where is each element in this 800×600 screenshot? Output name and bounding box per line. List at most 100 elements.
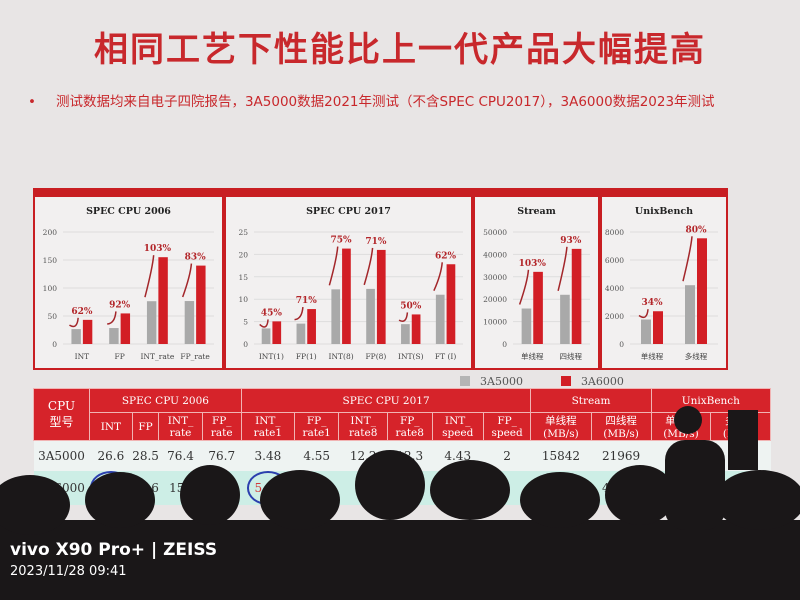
table-cell: 21969 (601, 448, 641, 463)
growth-percent-label: 92% (109, 300, 131, 310)
legend-item-3a6000: 3A6000 (560, 375, 624, 388)
chart-title: SPEC CPU 2006 (86, 206, 171, 217)
x-tick-label: INT_rate (140, 352, 174, 361)
y-tick-label: 25 (238, 228, 248, 237)
column-header: INT (89, 412, 133, 441)
bar-3a5000 (331, 289, 341, 344)
chart-spec2017: SPEC CPU 2017 0 5 10 15 20 25 45% INT(1) 71% FP(1)… (224, 195, 473, 370)
growth-percent-label: 75% (331, 236, 353, 246)
bar-3a5000 (261, 328, 271, 344)
bar-3a6000 (376, 249, 386, 344)
bar-3a5000 (71, 329, 81, 344)
growth-arrow (682, 236, 693, 282)
growth-arrow (518, 269, 530, 305)
y-tick-label: 2000 (605, 312, 624, 321)
growth-arrow (638, 309, 649, 319)
x-tick-label: INT(S) (398, 352, 424, 361)
table-cell: 15842 (541, 448, 580, 463)
y-tick-label: 0 (502, 340, 507, 349)
row-label: 3A5000 (38, 448, 85, 463)
table-cell: 3.48 (254, 448, 282, 463)
table-cell: 26.6 (97, 448, 125, 463)
table-cell: 76.4 (167, 448, 194, 463)
column-header: 单线程 (MB/s) (530, 412, 592, 441)
growth-arrow (144, 255, 155, 298)
bar-3a6000 (307, 309, 316, 344)
bar-3a6000 (272, 321, 282, 344)
header-bar (33, 188, 728, 195)
chart-title: Stream (517, 206, 556, 217)
x-tick-label: FT (I) (435, 352, 456, 361)
bar-3a5000 (435, 294, 445, 344)
y-tick-label: 20 (238, 250, 248, 259)
bar-3a6000 (196, 265, 206, 344)
bar-3a6000 (571, 248, 582, 344)
bar-3a6000 (342, 248, 351, 344)
growth-percent-label: 62% (71, 307, 93, 317)
growth-percent-label: 71% (365, 237, 387, 247)
chart-title: UnixBench (635, 206, 693, 217)
table-cell: 28.5 (132, 448, 159, 463)
x-tick-label: INT (75, 352, 90, 361)
chart-spec2006: SPEC CPU 2006 0 50 100 150 200 62% INT 92% FP 103%… (33, 195, 224, 370)
bar-3a5000 (685, 285, 695, 344)
growth-percent-label: 80% (685, 225, 707, 235)
growth-arrow (557, 246, 568, 291)
y-tick-label: 30000 (483, 273, 507, 282)
column-header: FP_ rate8 (386, 412, 433, 441)
x-tick-label: 单线程 (521, 351, 544, 361)
slide-title: 相同工艺下性能比上一代产品大幅提高 (94, 30, 706, 70)
bar-3a6000 (120, 313, 131, 344)
growth-percent-label: 83% (185, 253, 207, 263)
table-cell: 2 (503, 448, 511, 463)
y-tick-label: 0 (243, 340, 248, 349)
bar-3a6000 (446, 264, 456, 344)
growth-arrow (181, 263, 193, 298)
bar-3a6000 (82, 319, 93, 344)
y-tick-label: 50 (47, 312, 57, 321)
x-tick-label: 四线程 (560, 351, 583, 361)
growth-arrow (107, 311, 117, 325)
y-tick-label: 10 (238, 295, 248, 304)
corner-header: CPU 型号 (33, 388, 90, 441)
growth-arrow (69, 317, 79, 328)
bar-3a6000 (411, 314, 421, 344)
bar-3a6000 (653, 311, 663, 344)
bar-3a5000 (521, 308, 532, 344)
bar-3a5000 (641, 319, 651, 344)
bullet: • (28, 94, 36, 110)
growth-arrow (294, 306, 304, 321)
column-header: FP_ rate1 (293, 412, 340, 441)
bar-3a5000 (109, 328, 119, 344)
growth-percent-label: 71% (296, 296, 318, 306)
y-tick-label: 5 (243, 318, 248, 327)
x-tick-label: FP(8) (365, 352, 386, 361)
chart-svg-stream: Stream 0 10000 20000 30000 40000 50000 103% 单线程 9… (483, 206, 590, 361)
growth-arrow (328, 246, 339, 286)
bar-3a5000 (366, 288, 375, 344)
y-tick-label: 50000 (483, 228, 507, 237)
growth-percent-label: 103% (144, 244, 172, 254)
x-tick-label: FP (114, 352, 124, 361)
x-tick-label: 单线程 (641, 351, 664, 361)
table-cell: 4.43 (444, 448, 472, 463)
y-tick-label: 20000 (483, 295, 507, 304)
growth-arrow (398, 312, 409, 323)
growth-percent-label: 62% (435, 251, 457, 261)
bar-3a6000 (697, 238, 707, 344)
y-tick-label: 8000 (605, 228, 624, 237)
chart-svg-spec2006: SPEC CPU 2006 0 50 100 150 200 62% INT 92% FP 103%… (43, 206, 214, 361)
x-tick-label: 多线程 (685, 351, 708, 361)
legend: 3A5000 3A6000 (460, 375, 624, 388)
growth-percent-label: 103% (519, 259, 547, 269)
bar-3a6000 (533, 271, 543, 344)
x-tick-label: FP(1) (296, 352, 317, 361)
growth-percent-label: 93% (560, 236, 582, 246)
x-tick-label: INT(1) (259, 352, 284, 361)
x-tick-label: FP_rate (180, 352, 210, 361)
x-tick-label: INT(8) (329, 352, 354, 361)
bar-3a5000 (401, 324, 410, 344)
column-header: INT_ rate1 (240, 412, 295, 441)
column-header: INT_ speed (431, 412, 484, 441)
